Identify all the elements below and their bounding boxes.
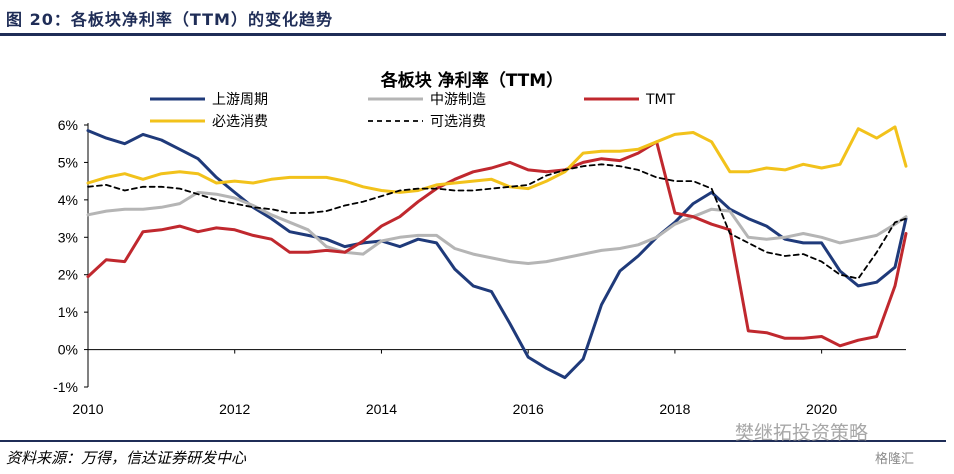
- y-tick-label: 0%: [58, 342, 78, 358]
- line-chart: 各板块 净利率（TTM） -1% 0% 1% 2% 3% 4% 5% 6% 2010 2012 201…: [53, 70, 908, 417]
- legend-label: 中游制造: [430, 92, 486, 108]
- y-tick-label: 4%: [58, 192, 78, 208]
- x-tick-label: 2016: [513, 401, 544, 417]
- figure-title: 图 20：各板块净利率（TTM）的变化趋势: [6, 10, 333, 29]
- bottom-rule: [0, 440, 946, 442]
- watermark: 樊继拓投资策略: [735, 422, 869, 444]
- y-tick-label: 1%: [58, 304, 78, 320]
- y-tick-label: 6%: [58, 117, 78, 133]
- x-tick-label: 2014: [366, 401, 397, 417]
- title-rule: [0, 33, 946, 36]
- legend-label: 可选消费: [430, 114, 486, 130]
- legend-label: 必选消费: [212, 114, 268, 130]
- y-tick-label: 5%: [58, 154, 78, 170]
- y-tick-label: -1%: [53, 379, 78, 395]
- series-line-consumer_disc: [87, 163, 907, 280]
- y-tick-label: 2%: [58, 267, 78, 283]
- watermark-logo: 格隆汇: [875, 452, 915, 467]
- chart-title: 各板块 净利率（TTM）: [380, 70, 563, 91]
- series-line-consumer_staples: [86, 125, 908, 194]
- x-tick-label: 2018: [659, 401, 690, 417]
- x-tick-label: 2020: [806, 401, 837, 417]
- series-line-tmt: [86, 140, 908, 348]
- legend-label: TMT: [645, 92, 676, 108]
- series-line-midstream: [86, 190, 908, 265]
- legend-label: 上游周期: [212, 92, 268, 108]
- x-tick-label: 2010: [72, 401, 103, 417]
- source-note: 资料来源：万得，信达证券研发中心: [6, 449, 247, 467]
- series-line-upstream: [86, 129, 908, 380]
- y-tick-label: 3%: [58, 229, 78, 245]
- x-tick-label: 2012: [219, 401, 250, 417]
